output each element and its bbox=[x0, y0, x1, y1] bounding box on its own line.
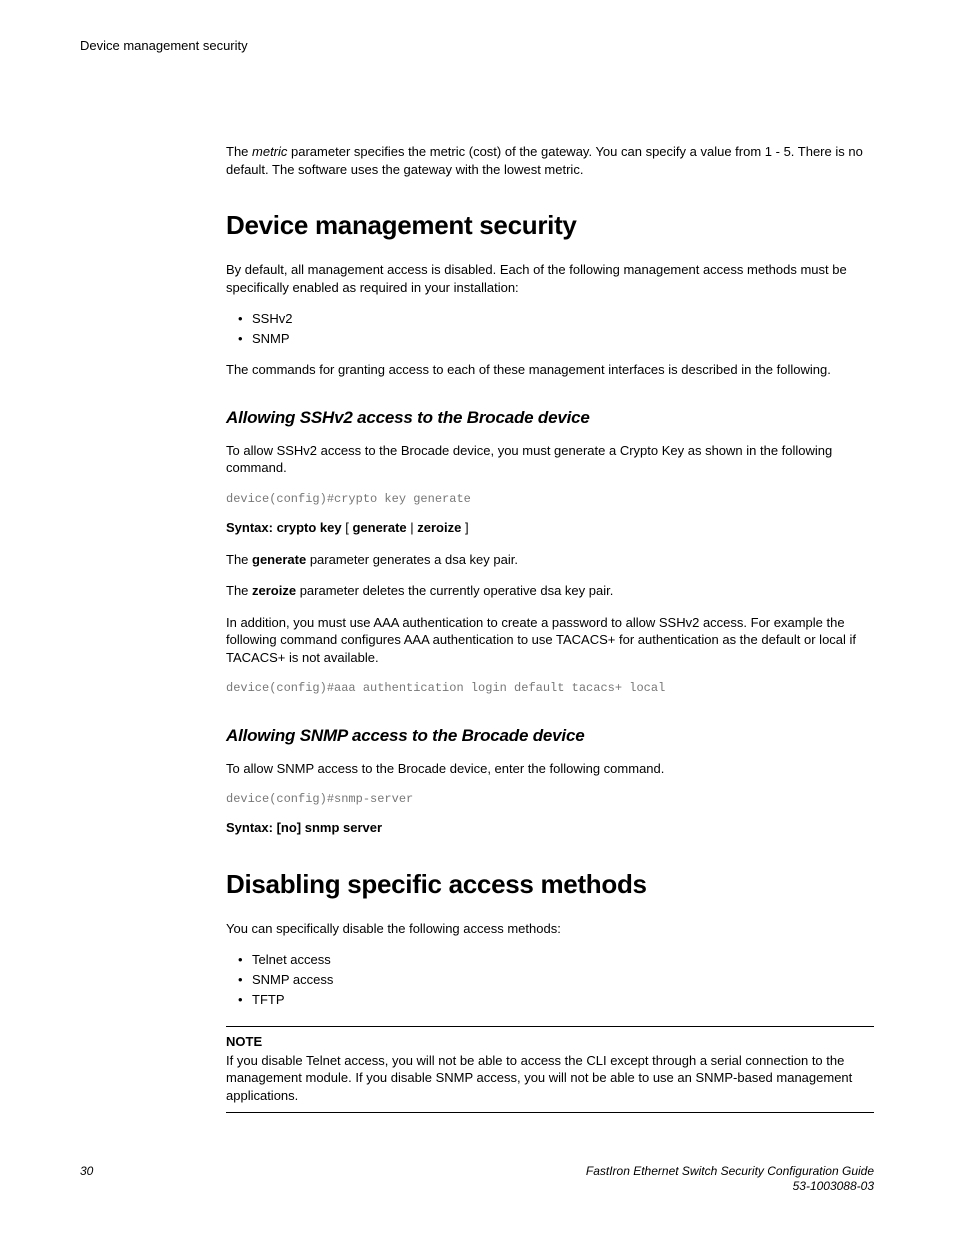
disable-methods-list: Telnet access SNMP access TFTP bbox=[226, 951, 874, 1008]
paragraph: The zeroize parameter deletes the curren… bbox=[226, 582, 874, 600]
text: zeroize bbox=[252, 583, 296, 598]
text: generate bbox=[352, 520, 406, 535]
note-label: NOTE bbox=[226, 1033, 874, 1051]
doc-title: FastIron Ethernet Switch Security Config… bbox=[586, 1164, 874, 1178]
list-item: SNMP access bbox=[226, 971, 874, 989]
mgmt-methods-list: SSHv2 SNMP bbox=[226, 310, 874, 347]
list-item: Telnet access bbox=[226, 951, 874, 969]
page-number: 30 bbox=[80, 1164, 93, 1178]
section-title-device-mgmt: Device management security bbox=[226, 208, 874, 243]
text: The bbox=[226, 583, 252, 598]
text: parameter specifies the metric (cost) of… bbox=[226, 144, 863, 177]
paragraph: You can specifically disable the followi… bbox=[226, 920, 874, 938]
page-footer: 30 FastIron Ethernet Switch Security Con… bbox=[80, 1164, 874, 1195]
text: ] bbox=[461, 520, 468, 535]
main-content: The metric parameter specifies the metri… bbox=[226, 143, 874, 1113]
list-item: TFTP bbox=[226, 991, 874, 1009]
code-block: device(config)#snmp-server bbox=[226, 791, 874, 807]
text: parameter generates a dsa key pair. bbox=[306, 552, 518, 567]
note-block: NOTE If you disable Telnet access, you w… bbox=[226, 1026, 874, 1113]
subsection-title-snmp: Allowing SNMP access to the Brocade devi… bbox=[226, 725, 874, 748]
text: [ bbox=[342, 520, 353, 535]
code-block: device(config)#crypto key generate bbox=[226, 491, 874, 507]
page: Device management security The metric pa… bbox=[0, 0, 954, 1235]
list-item: SSHv2 bbox=[226, 310, 874, 328]
syntax-line: Syntax: crypto key [ generate | zeroize … bbox=[226, 519, 874, 537]
paragraph: The commands for granting access to each… bbox=[226, 361, 874, 379]
code-block: device(config)#aaa authentication login … bbox=[226, 680, 874, 696]
metric-term: metric bbox=[252, 144, 287, 159]
doc-number: 53-1003088-03 bbox=[793, 1179, 874, 1193]
text: Syntax: crypto key bbox=[226, 520, 342, 535]
text: | bbox=[407, 520, 418, 535]
paragraph: To allow SNMP access to the Brocade devi… bbox=[226, 760, 874, 778]
paragraph: By default, all management access is dis… bbox=[226, 261, 874, 296]
paragraph: In addition, you must use AAA authentica… bbox=[226, 614, 874, 667]
text: generate bbox=[252, 552, 306, 567]
intro-paragraph: The metric parameter specifies the metri… bbox=[226, 143, 874, 178]
note-body: If you disable Telnet access, you will n… bbox=[226, 1052, 874, 1105]
text: zeroize bbox=[417, 520, 461, 535]
text: The bbox=[226, 144, 252, 159]
list-item: SNMP bbox=[226, 330, 874, 348]
section-title-disabling: Disabling specific access methods bbox=[226, 867, 874, 902]
paragraph: The generate parameter generates a dsa k… bbox=[226, 551, 874, 569]
running-header: Device management security bbox=[80, 38, 874, 53]
text: The bbox=[226, 552, 252, 567]
doc-title-block: FastIron Ethernet Switch Security Config… bbox=[586, 1164, 874, 1195]
syntax-line: Syntax: [no] snmp server bbox=[226, 819, 874, 837]
paragraph: To allow SSHv2 access to the Brocade dev… bbox=[226, 442, 874, 477]
text: parameter deletes the currently operativ… bbox=[296, 583, 613, 598]
subsection-title-sshv2: Allowing SSHv2 access to the Brocade dev… bbox=[226, 407, 874, 430]
